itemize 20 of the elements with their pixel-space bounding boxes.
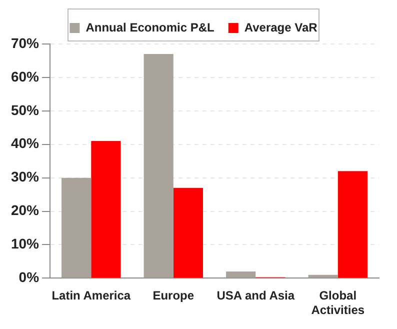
y-tick-label: 0%: [18, 269, 40, 286]
y-tick-label: 40%: [10, 135, 40, 152]
bar: [226, 272, 256, 278]
y-tick-label: 60%: [10, 68, 40, 84]
legend-label: Annual Economic P&L: [86, 20, 214, 34]
x-tick-label: Global Activities: [311, 288, 365, 318]
bar: [91, 141, 121, 278]
x-tick-label: Europe: [152, 288, 194, 303]
x-tick-label: Latin America: [52, 288, 131, 303]
y-tick-label: 10%: [10, 236, 40, 252]
y-tick-label: 70%: [10, 34, 40, 51]
y-tick-label: 30%: [10, 168, 40, 185]
bar: [338, 171, 368, 278]
x-tick-label: USA and Asia: [216, 288, 295, 303]
bar: [173, 188, 203, 278]
bar: [62, 178, 92, 278]
y-tick-label: 20%: [10, 202, 40, 218]
bar: [144, 54, 174, 278]
legend-label: Average VaR: [244, 20, 318, 34]
y-tick-label: 50%: [10, 102, 40, 118]
